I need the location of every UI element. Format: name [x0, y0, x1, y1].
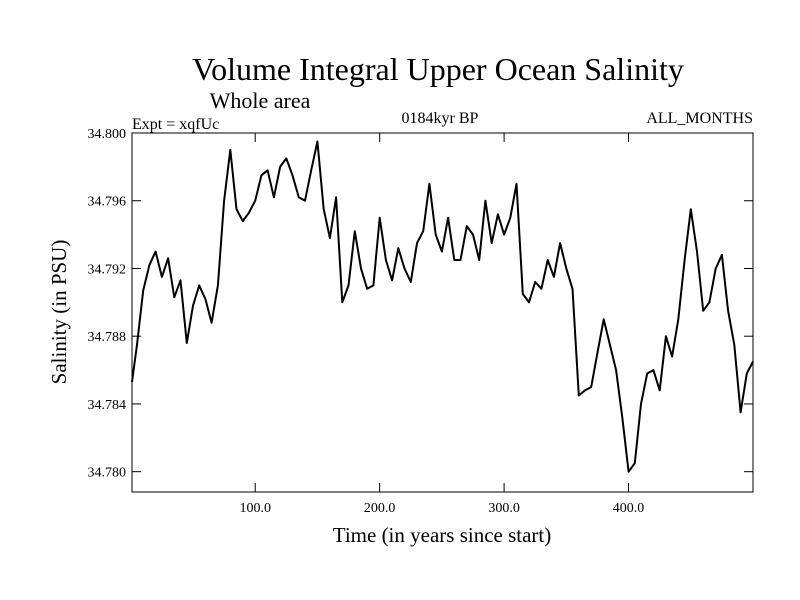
experiment-label: Expt = xqfUc	[132, 116, 219, 133]
x-tick-label: 200.0	[364, 501, 396, 516]
y-tick-label: 34.800	[88, 127, 127, 142]
x-axis-label: Time (in years since start)	[333, 523, 552, 547]
x-axis: 100.0 200.0 300.0 400.0	[239, 133, 644, 516]
plot-frame	[131, 132, 754, 493]
series-line-salinity	[131, 140, 754, 473]
y-tick-label: 34.780	[88, 466, 127, 481]
y-tick-label: 34.796	[88, 195, 127, 210]
x-tick-label: 400.0	[613, 501, 645, 516]
y-tick-label: 34.788	[88, 330, 127, 345]
y-axis-label: Salinity (in PSU)	[47, 240, 71, 385]
months-label: ALL_MONTHS	[646, 110, 753, 127]
y-tick-label: 34.792	[88, 262, 127, 277]
chart-title: Volume Integral Upper Ocean Salinity	[192, 51, 684, 87]
x-tick-label: 100.0	[239, 501, 271, 516]
x-tick-label: 300.0	[488, 501, 520, 516]
y-tick-label: 34.784	[88, 398, 127, 413]
period-label: 0184kyr BP	[402, 110, 479, 127]
y-axis: 34.780 34.784 34.788 34.792 34.796 34.800	[88, 127, 753, 481]
chart-subtitle: Whole area	[210, 88, 311, 113]
